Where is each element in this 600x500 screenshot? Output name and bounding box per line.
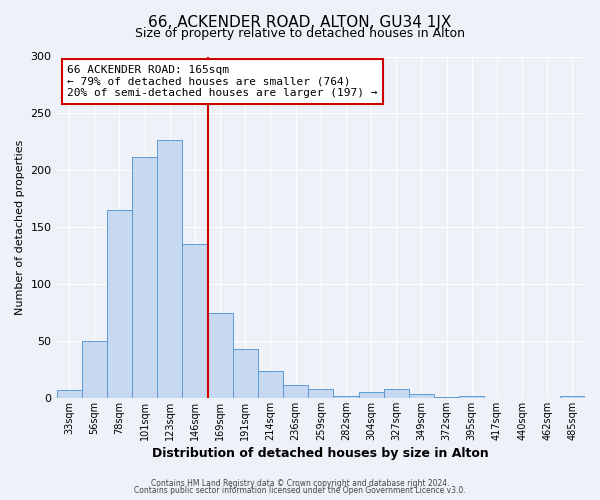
Bar	[308, 389, 334, 398]
X-axis label: Distribution of detached houses by size in Alton: Distribution of detached houses by size …	[152, 447, 489, 460]
Bar	[560, 396, 585, 398]
Text: 66, ACKENDER ROAD, ALTON, GU34 1JX: 66, ACKENDER ROAD, ALTON, GU34 1JX	[148, 15, 452, 30]
Bar	[334, 396, 359, 398]
Y-axis label: Number of detached properties: Number of detached properties	[15, 140, 25, 315]
Bar	[359, 392, 383, 398]
Bar	[409, 394, 434, 398]
Text: Contains public sector information licensed under the Open Government Licence v3: Contains public sector information licen…	[134, 486, 466, 495]
Bar	[182, 244, 208, 398]
Bar	[383, 389, 409, 398]
Bar	[208, 312, 233, 398]
Bar	[258, 370, 283, 398]
Text: Size of property relative to detached houses in Alton: Size of property relative to detached ho…	[135, 28, 465, 40]
Bar	[283, 386, 308, 398]
Bar	[132, 156, 157, 398]
Bar	[157, 140, 182, 398]
Bar	[233, 349, 258, 398]
Bar	[459, 396, 484, 398]
Bar	[434, 397, 459, 398]
Bar	[56, 390, 82, 398]
Text: 66 ACKENDER ROAD: 165sqm
← 79% of detached houses are smaller (764)
20% of semi-: 66 ACKENDER ROAD: 165sqm ← 79% of detach…	[67, 65, 377, 98]
Bar	[82, 341, 107, 398]
Text: Contains HM Land Registry data © Crown copyright and database right 2024.: Contains HM Land Registry data © Crown c…	[151, 478, 449, 488]
Bar	[107, 210, 132, 398]
